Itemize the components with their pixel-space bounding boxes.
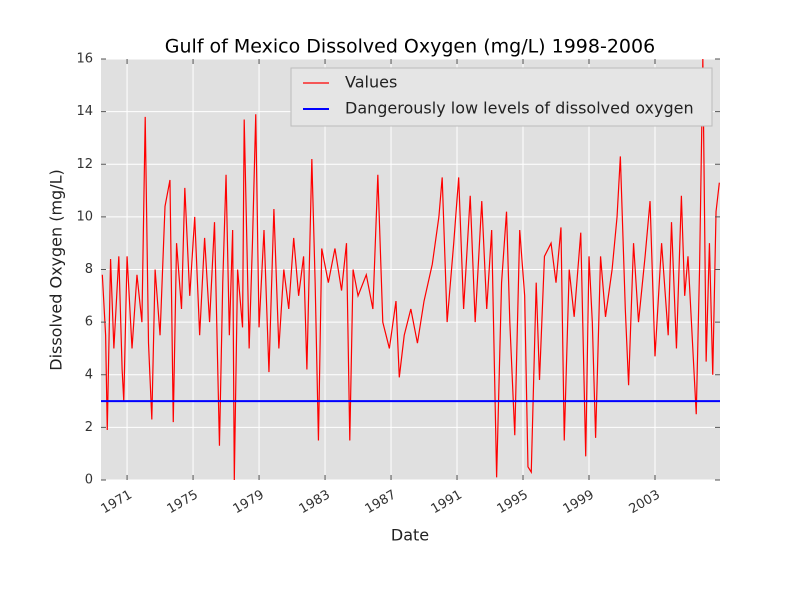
- x-tick-label: 1983: [297, 488, 333, 518]
- x-tick-label: 1975: [165, 488, 201, 518]
- legend: Values Dangerously low levels of dissolve…: [290, 67, 713, 127]
- x-tick-label: 2003: [627, 488, 663, 518]
- x-tick-label: 1979: [231, 488, 267, 518]
- x-tick-label: 1995: [495, 488, 531, 518]
- x-tick-label: 1991: [429, 488, 465, 518]
- y-tick-label: 0: [85, 473, 93, 488]
- y-tick-label: 10: [76, 209, 93, 224]
- y-axis-label: Dissolved Oxygen (mg/L): [47, 169, 66, 371]
- legend-label: Dangerously low levels of dissolved oxyg…: [345, 99, 694, 118]
- y-tick-label: 6: [85, 315, 93, 330]
- y-tick-label: 14: [76, 104, 93, 119]
- x-tick-label: 1999: [561, 488, 597, 518]
- x-axis-label: Date: [391, 526, 429, 545]
- legend-label: Values: [345, 73, 397, 92]
- legend-box: [290, 67, 713, 127]
- y-tick-label: 12: [76, 157, 93, 172]
- y-tick-label: 4: [85, 367, 93, 382]
- chart-title: Gulf of Mexico Dissolved Oxygen (mg/L) 1…: [165, 36, 655, 58]
- x-tick-label: 1987: [363, 488, 399, 518]
- y-tick-label: 16: [76, 52, 93, 67]
- y-tick-label: 8: [85, 262, 93, 277]
- x-tick-label: 1971: [99, 488, 135, 518]
- data-line: [101, 58, 720, 481]
- y-tick-label: 2: [85, 420, 93, 435]
